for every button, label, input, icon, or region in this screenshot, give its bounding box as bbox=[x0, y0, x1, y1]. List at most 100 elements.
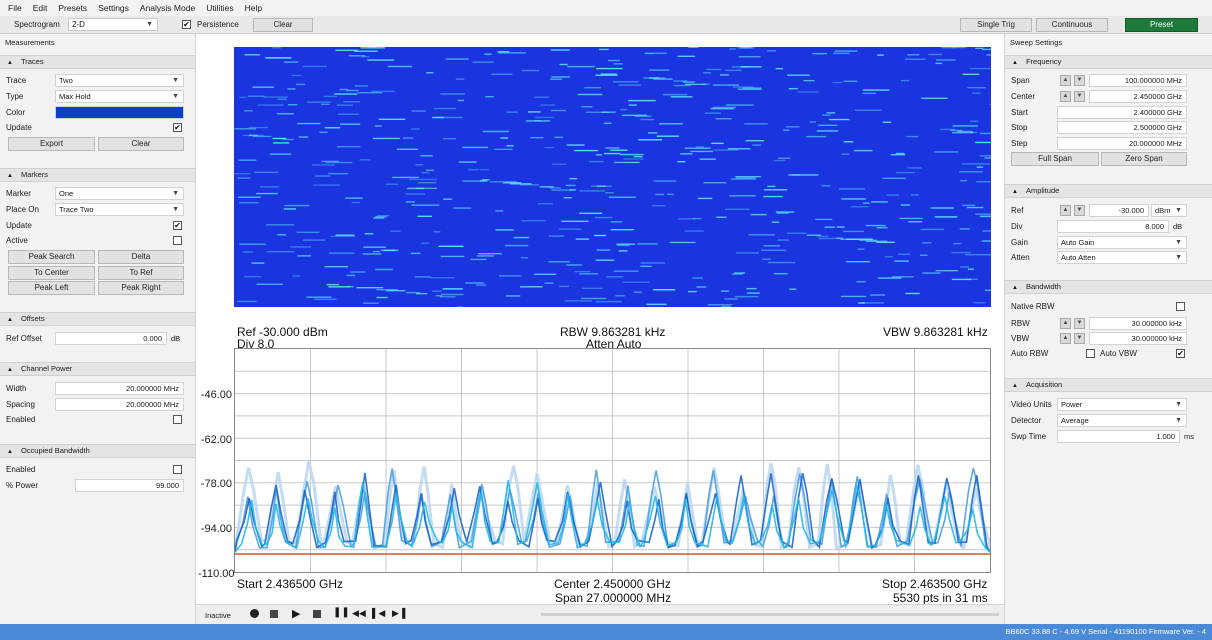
zero-span-button[interactable]: Zero Span bbox=[1101, 152, 1187, 166]
div-input[interactable]: 8.000 bbox=[1057, 220, 1169, 233]
auto-vbw-checkbox[interactable]: ✔ bbox=[1176, 349, 1185, 358]
preset-button[interactable]: Preset bbox=[1125, 18, 1198, 32]
vbw-down-button[interactable]: ▼ bbox=[1074, 333, 1085, 344]
rbw-down-button[interactable]: ▼ bbox=[1074, 318, 1085, 329]
mode-select[interactable]: 2-D ▼ bbox=[68, 18, 158, 31]
skip-forward-icon[interactable]: ▶▐ bbox=[392, 608, 406, 618]
menu-analysis-mode[interactable]: Analysis Mode bbox=[139, 3, 196, 13]
trace-select[interactable]: Two ▼ bbox=[55, 74, 184, 87]
offsets-section-header[interactable]: ▲ Offsets bbox=[0, 312, 195, 326]
stop-input[interactable]: 2.500000 GHz bbox=[1057, 121, 1187, 134]
percent-power-input[interactable]: 99.000 bbox=[75, 479, 184, 492]
ref-input[interactable]: -30.000 bbox=[1089, 204, 1149, 217]
div-unit: dB bbox=[1173, 222, 1183, 231]
center-up-button[interactable]: ▲ bbox=[1060, 91, 1071, 102]
stop-playback-icon[interactable] bbox=[313, 610, 321, 618]
detector-value: Average bbox=[1061, 416, 1089, 425]
chevron-down-icon: ▼ bbox=[1175, 207, 1182, 214]
full-span-button[interactable]: Full Span bbox=[1011, 152, 1099, 166]
channel-power-section-header[interactable]: ▲ Channel Power bbox=[0, 362, 195, 376]
ref-unit-value: dBm bbox=[1155, 206, 1171, 215]
export-button[interactable]: Export bbox=[8, 137, 95, 151]
pause-icon[interactable]: ❚❚ bbox=[333, 607, 350, 618]
rewind-icon[interactable]: ◀◀ bbox=[352, 608, 366, 618]
record-icon[interactable] bbox=[250, 609, 259, 618]
traces-section-header[interactable]: ▲ Traces bbox=[0, 55, 195, 69]
traces-update-checkbox[interactable]: ✔ bbox=[173, 123, 182, 132]
clear-button[interactable]: Clear bbox=[253, 18, 313, 32]
center-down-button[interactable]: ▼ bbox=[1074, 91, 1085, 102]
display-area: Ref -30.000 dBm Div 8.0 RBW 9.863281 kHz… bbox=[196, 34, 1004, 624]
amplitude-section-header[interactable]: ▲ Amplitude bbox=[1005, 184, 1212, 198]
spacing-input[interactable]: 20.000000 MHz bbox=[55, 398, 184, 411]
native-rbw-checkbox[interactable] bbox=[1176, 302, 1185, 311]
persistence-checkbox[interactable]: ✔ bbox=[182, 20, 191, 29]
obw-enabled-checkbox[interactable] bbox=[173, 465, 182, 474]
menu-edit[interactable]: Edit bbox=[32, 3, 48, 13]
auto-rbw-checkbox[interactable] bbox=[1086, 349, 1095, 358]
frequency-section-header[interactable]: ▲ Frequency bbox=[1005, 55, 1212, 69]
to-ref-button[interactable]: To Ref bbox=[98, 266, 184, 280]
step-input[interactable]: 20.000000 MHz bbox=[1057, 137, 1187, 150]
collapse-triangle-icon: ▲ bbox=[1012, 60, 1018, 66]
y-tick-label: -62.00 bbox=[200, 434, 232, 446]
vbw-input[interactable]: 30.000000 kHz bbox=[1089, 332, 1187, 345]
peak-search-button[interactable]: Peak Search bbox=[8, 250, 95, 264]
vbw-up-button[interactable]: ▲ bbox=[1060, 333, 1071, 344]
to-center-button[interactable]: To Center bbox=[8, 266, 95, 280]
video-units-select[interactable]: Power ▼ bbox=[1057, 398, 1187, 411]
menu-help[interactable]: Help bbox=[244, 3, 263, 13]
center-input[interactable]: 2.450000 GHz bbox=[1089, 90, 1187, 103]
vbw-text: VBW 9.863281 kHz bbox=[883, 325, 988, 339]
acquisition-section-header[interactable]: ▲ Acquisition bbox=[1005, 378, 1212, 392]
delta-button[interactable]: Delta bbox=[98, 250, 184, 264]
skip-back-icon[interactable]: ▌◀ bbox=[372, 608, 386, 618]
span-up-button[interactable]: ▲ bbox=[1060, 75, 1071, 86]
markers-update-checkbox[interactable]: ✔ bbox=[173, 221, 182, 230]
type-select[interactable]: Max Hold ▼ bbox=[55, 90, 184, 103]
color-swatch[interactable] bbox=[55, 106, 184, 119]
single-trig-button[interactable]: Single Trig bbox=[960, 18, 1032, 32]
gain-select-value: Auto Gain bbox=[1061, 238, 1095, 247]
spectrum-plot[interactable] bbox=[233, 348, 992, 573]
y-tick-label: -94.00 bbox=[200, 523, 232, 535]
marker-select[interactable]: One ▼ bbox=[55, 187, 184, 200]
traces-clear-button[interactable]: Clear bbox=[98, 137, 184, 151]
stop-icon[interactable] bbox=[270, 610, 278, 618]
peak-left-button[interactable]: Peak Left bbox=[8, 281, 95, 295]
continuous-button[interactable]: Continuous bbox=[1036, 18, 1108, 32]
ref-down-button[interactable]: ▼ bbox=[1074, 205, 1085, 216]
gain-select[interactable]: Auto Gain ▼ bbox=[1057, 236, 1187, 249]
menu-file[interactable]: File bbox=[8, 3, 22, 13]
section-title: Bandwidth bbox=[1025, 282, 1061, 291]
menu-settings[interactable]: Settings bbox=[98, 3, 129, 13]
rbw-input[interactable]: 30.000000 kHz bbox=[1089, 317, 1187, 330]
rbw-up-button[interactable]: ▲ bbox=[1060, 318, 1071, 329]
markers-section-header[interactable]: ▲ Markers bbox=[0, 168, 195, 182]
peak-right-button[interactable]: Peak Right bbox=[98, 281, 184, 295]
chevron-down-icon: ▼ bbox=[1175, 417, 1182, 424]
occupied-bandwidth-section-header[interactable]: ▲ Occupied Bandwidth bbox=[0, 444, 195, 458]
menu-presets[interactable]: Presets bbox=[58, 3, 88, 13]
atten-select[interactable]: Auto Atten ▼ bbox=[1057, 251, 1187, 264]
place-on-select[interactable]: Trace Two ▼ bbox=[55, 203, 184, 216]
native-rbw-label: Native RBW bbox=[1011, 302, 1055, 311]
swp-time-input[interactable]: 1.000 bbox=[1057, 430, 1180, 443]
channel-power-enabled-checkbox[interactable] bbox=[173, 415, 182, 424]
playback-slider[interactable] bbox=[541, 613, 999, 616]
start-input[interactable]: 2.400000 GHz bbox=[1057, 106, 1187, 119]
active-checkbox[interactable] bbox=[173, 236, 182, 245]
bandwidth-section-header[interactable]: ▲ Bandwidth bbox=[1005, 280, 1212, 294]
play-icon[interactable]: ▶ bbox=[292, 608, 301, 620]
start-label: Start bbox=[1011, 108, 1028, 117]
ref-offset-input[interactable]: 0.000 bbox=[55, 332, 167, 345]
span-down-button[interactable]: ▼ bbox=[1074, 75, 1085, 86]
ref-up-button[interactable]: ▲ bbox=[1060, 205, 1071, 216]
span-input[interactable]: 100.000000 MHz bbox=[1089, 74, 1187, 87]
detector-select[interactable]: Average ▼ bbox=[1057, 414, 1187, 427]
atten-text: Atten Auto bbox=[586, 337, 642, 351]
menu-utilities[interactable]: Utilities bbox=[206, 3, 234, 13]
width-input[interactable]: 20.000000 MHz bbox=[55, 382, 184, 395]
ref-unit-select[interactable]: dBm ▼ bbox=[1151, 204, 1187, 217]
spectrogram-display[interactable] bbox=[234, 47, 991, 307]
